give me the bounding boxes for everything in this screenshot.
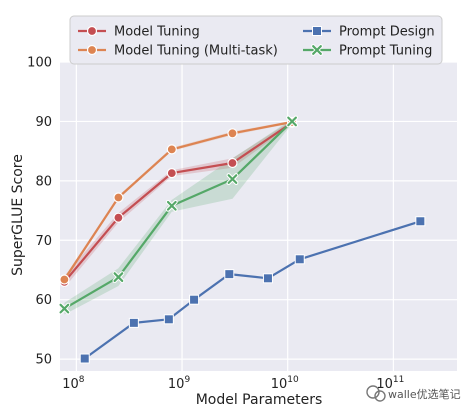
legend-item: Prompt Tuning bbox=[303, 44, 432, 59]
legend-item: Model Tuning (Multi-task) bbox=[78, 44, 278, 59]
x-tick-exponent: 10 bbox=[287, 375, 299, 385]
y-tick-label: 70 bbox=[35, 234, 52, 249]
legend-label: Model Tuning (Multi-task) bbox=[114, 44, 278, 59]
point-prompt-tuning bbox=[286, 115, 298, 128]
point-model-tuning-multi-task bbox=[59, 274, 70, 285]
point-prompt-design bbox=[262, 273, 273, 284]
x-tick-label: 1011 bbox=[376, 375, 404, 392]
point-prompt-design bbox=[294, 254, 305, 265]
y-tick-label: 90 bbox=[35, 115, 52, 130]
series-markers bbox=[58, 115, 426, 364]
x-tick-exponent: 11 bbox=[393, 375, 404, 385]
wechat-logo-icon bbox=[366, 385, 386, 402]
y-axis-title: SuperGLUE Score bbox=[10, 154, 26, 276]
legend-swatch-marker bbox=[312, 26, 322, 36]
point-prompt-design bbox=[189, 294, 200, 305]
point-prompt-design bbox=[163, 314, 174, 325]
x-tick-label: 108 bbox=[62, 375, 85, 392]
legend: Model Tuning Model Tuning (Multi-task) Pro… bbox=[69, 15, 443, 65]
point-model-tuning-multi-task bbox=[166, 144, 177, 155]
point-prompt-design bbox=[128, 317, 139, 328]
y-tick-label: 60 bbox=[35, 293, 52, 308]
point-prompt-tuning bbox=[165, 199, 178, 212]
legend-swatch-marker bbox=[311, 44, 323, 56]
point-prompt-design bbox=[79, 353, 90, 364]
watermark-text: walle优选笔记 bbox=[388, 387, 461, 401]
plot-area bbox=[60, 62, 457, 371]
x-axis-title: Model Parameters bbox=[196, 392, 323, 408]
x-tick-base: 10 bbox=[271, 377, 288, 392]
point-model-tuning-multi-task bbox=[227, 128, 238, 139]
x-tick-exponent: 8 bbox=[79, 375, 85, 385]
x-tick-label: 1010 bbox=[271, 375, 299, 392]
x-tick-base: 10 bbox=[376, 377, 393, 392]
point-model-tuning-multi-task bbox=[113, 192, 124, 203]
band-prompt-tuning bbox=[64, 119, 293, 315]
x-tick-label: 109 bbox=[168, 375, 191, 392]
legend-swatch-marker bbox=[86, 44, 98, 56]
point-model-tuning bbox=[166, 168, 177, 179]
legend-label: Prompt Design bbox=[339, 25, 435, 40]
point-prompt-tuning bbox=[58, 302, 71, 315]
y-tick-label: 50 bbox=[35, 353, 52, 368]
point-prompt-design bbox=[415, 216, 426, 227]
point-prompt-design bbox=[224, 269, 235, 280]
x-tick-base: 10 bbox=[62, 377, 79, 392]
line-prompt-design bbox=[83, 220, 422, 360]
legend-item: Prompt Design bbox=[303, 25, 435, 40]
y-tick-label: 100 bbox=[27, 56, 52, 71]
legend-swatch-marker bbox=[86, 25, 98, 37]
y-tick-label: 80 bbox=[35, 174, 52, 189]
legend-label: Model Tuning bbox=[114, 25, 200, 40]
x-tick-base: 10 bbox=[168, 377, 185, 392]
legend-label: Prompt Tuning bbox=[339, 44, 432, 59]
watermark: walle优选笔记 bbox=[366, 385, 461, 402]
point-prompt-tuning bbox=[226, 173, 239, 185]
point-prompt-tuning bbox=[112, 271, 125, 284]
legend-box bbox=[69, 15, 443, 65]
x-tick-exponent: 9 bbox=[184, 375, 190, 385]
point-model-tuning bbox=[227, 157, 238, 169]
legend-item: Model Tuning bbox=[78, 25, 200, 40]
point-model-tuning bbox=[113, 212, 124, 223]
